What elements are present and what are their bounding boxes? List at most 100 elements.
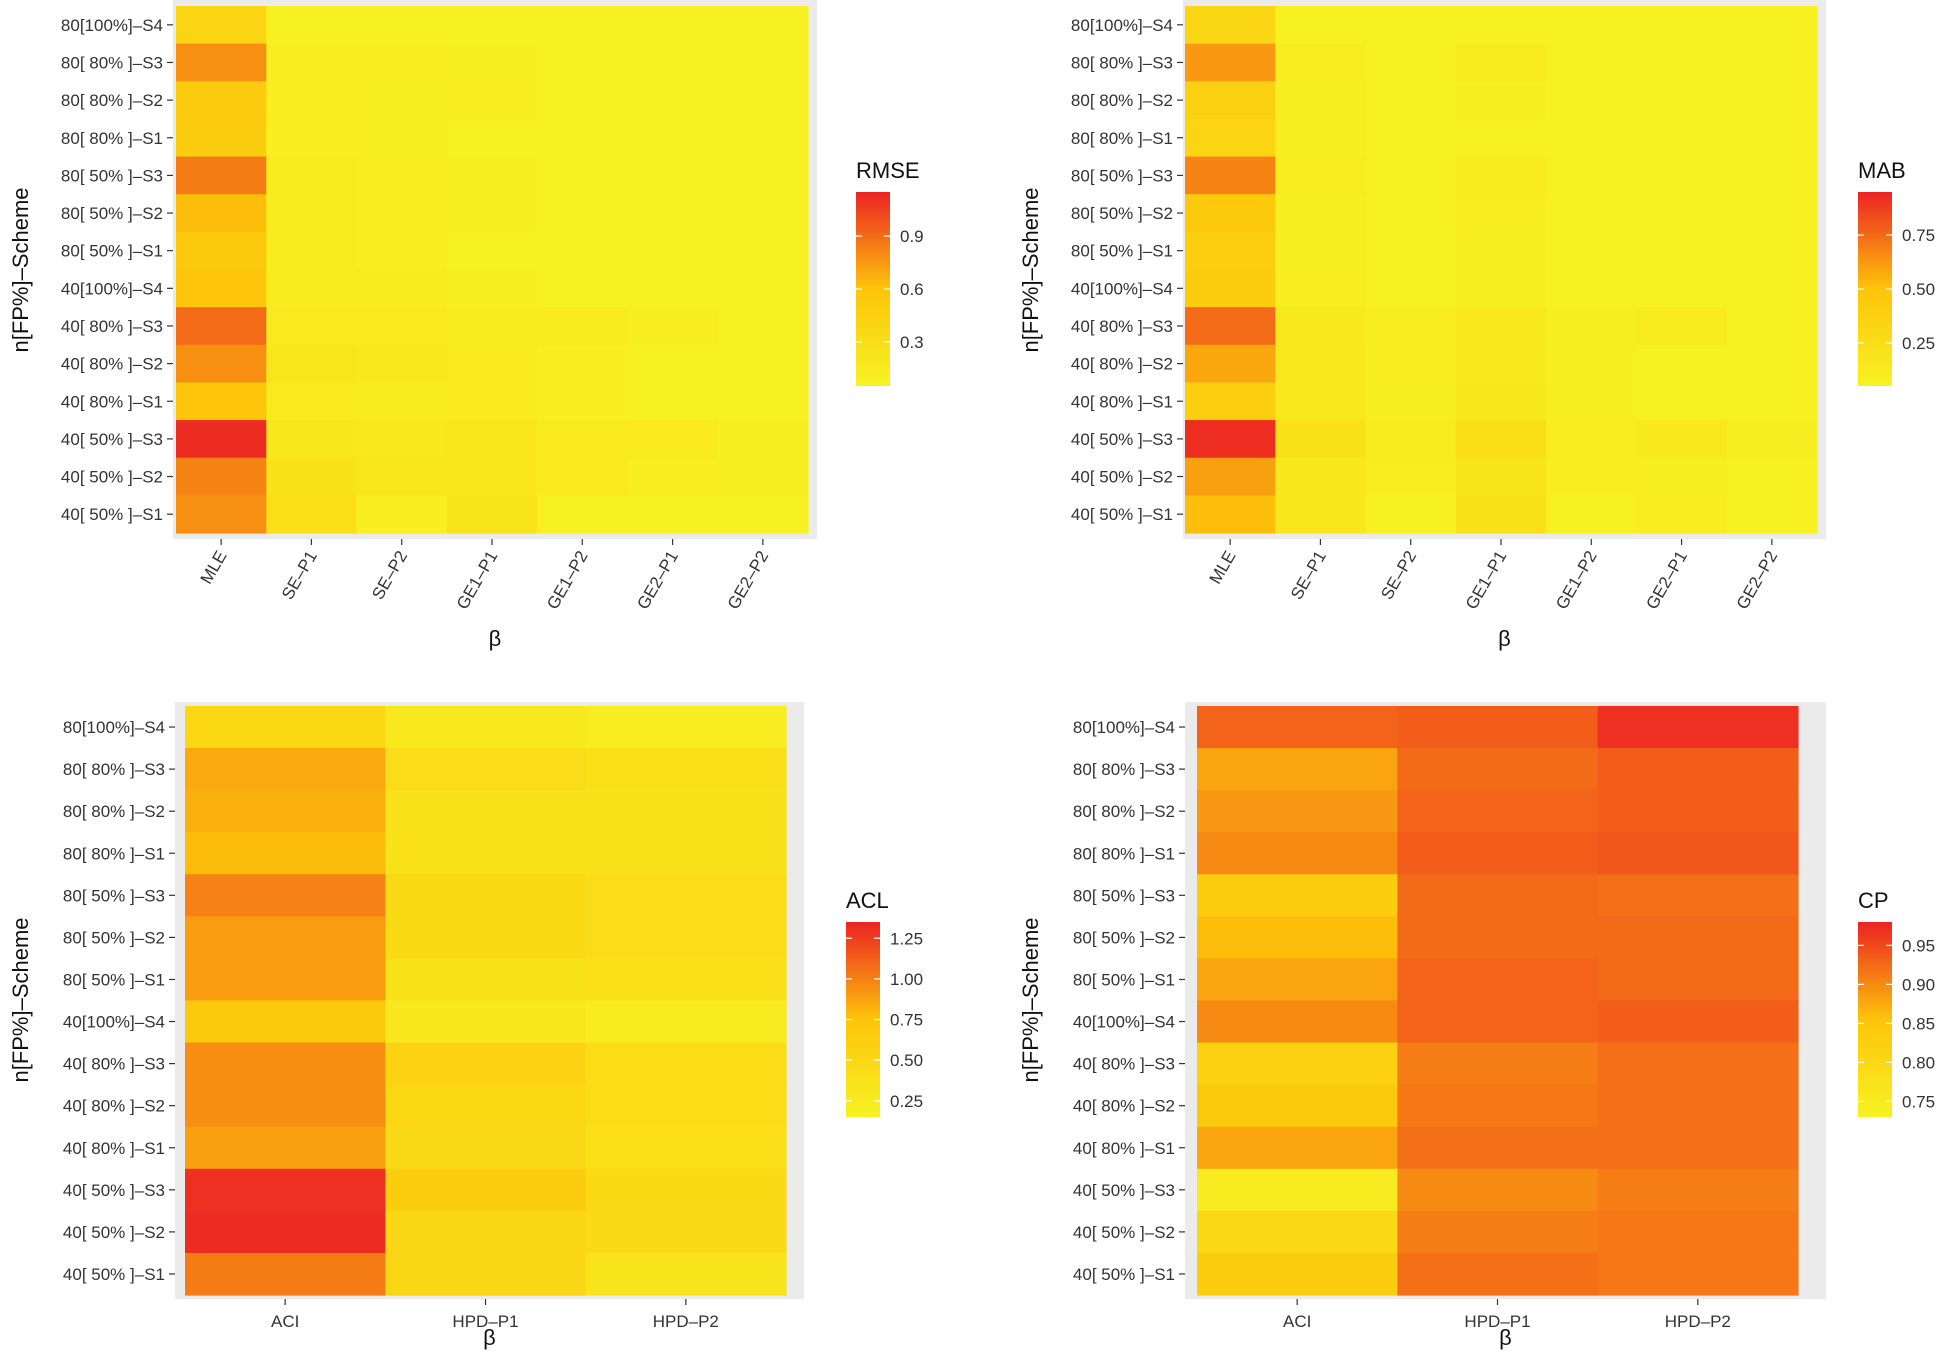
heatmap-cell: 80[ 50% ]–S2 / GE2–P1: 0.06: [1636, 194, 1728, 233]
color-legend: ACL 0.25 0.50 0.75 1.00 1.25: [846, 888, 923, 1117]
heatmap-cell: 80[100%]–S4 / GE2–P1: 0.06: [627, 6, 719, 45]
y-tick-label: 40[ 50% ]–S1: [61, 505, 163, 524]
y-tick-label: 80[ 80% ]–S2: [1071, 91, 1173, 110]
heatmap-cell: 80[ 80% ]–S1 / SE–P1: 0.1: [266, 118, 358, 158]
heatmap-cell: 80[100%]–S4 / GE1–P1: 0.07: [446, 6, 538, 45]
heatmap-cell: 80[ 80% ]–S1 / MLE: 0.5: [176, 118, 267, 158]
heatmap-cell: 80[ 50% ]–S3 / HPD–P1: 0.925: [1397, 874, 1599, 917]
heatmap-cell: 80[ 80% ]–S2 / HPD–P2: 0.935: [1597, 790, 1799, 833]
heatmap-cell: 40[ 80% ]–S1 / HPD–P1: 0.92: [1397, 1126, 1599, 1170]
heatmap-cell: 40[ 50% ]–S1 / SE–P2: 0.1: [356, 495, 448, 534]
y-tick-label: 40[100%]–S4: [63, 1013, 165, 1032]
heatmap-cell: 40[ 50% ]–S1 / GE2–P2: 0.06: [717, 495, 809, 534]
legend-tick-label: 0.3: [900, 333, 924, 352]
heatmap-cell: 80[ 50% ]–S1 / GE1–P1: 0.08: [1455, 231, 1547, 271]
legend-tick-label: 0.80: [1902, 1053, 1935, 1072]
y-tick-label: 40[ 80% ]–S3: [61, 317, 163, 336]
legend-tick-label: 0.85: [1902, 1014, 1935, 1033]
heatmap-cell: 80[ 50% ]–S1 / HPD–P2: 0.925: [1597, 958, 1799, 1002]
y-tick-label: 80[ 80% ]–S2: [1073, 802, 1175, 821]
heatmap-panel-rmse: 80[100%]–S4 / MLE: 0.480[100%]–S4 / SE–P…: [8, 0, 924, 651]
y-tick-label: 80[ 80% ]–S2: [61, 91, 163, 110]
x-tick-label: GE1–P2: [1552, 548, 1601, 613]
x-tick-label: SE–P1: [278, 548, 321, 603]
y-tick-label: 80[ 50% ]–S3: [63, 886, 165, 905]
heatmap-cell: 80[ 50% ]–S3 / MLE: 0.68: [1185, 156, 1276, 195]
heatmap-cell: 40[100%]–S4 / HPD–P1: 0.3: [385, 1000, 587, 1044]
y-tick-label: 40[ 80% ]–S2: [61, 355, 163, 374]
heatmap-cell: 80[ 80% ]–S2 / GE1–P1: 0.1: [446, 81, 538, 120]
heatmap-cell: 40[ 50% ]–S2 / GE1–P1: 0.2: [1455, 457, 1547, 496]
y-axis-title: n[FP%]–Scheme: [8, 187, 33, 352]
heatmap-cell: 40[ 50% ]–S3 / SE–P1: 0.22: [1275, 420, 1367, 459]
heatmap-cell: 80[ 50% ]–S1 / SE–P1: 0.12: [266, 231, 358, 271]
heatmap-cell: 40[ 80% ]–S1 / HPD–P1: 0.46: [385, 1126, 587, 1170]
heatmap-cell: 80[ 50% ]–S1 / GE1–P2: 0.06: [537, 231, 629, 271]
x-tick-label: GE1–P1: [453, 548, 502, 613]
y-tick-label: 40[ 50% ]–S2: [61, 468, 163, 487]
heatmap-cell: 40[ 50% ]–S3 / GE1–P2: 0.1: [1546, 420, 1638, 459]
heatmap-cell: 40[100%]–S4 / GE1–P2: 0.06: [537, 269, 629, 308]
x-tick-label: ACI: [271, 1312, 299, 1331]
heatmap-cell: 80[ 80% ]–S3 / GE1–P2: 0.06: [1546, 43, 1638, 82]
heatmap-cell: 80[100%]–S4 / SE–P2: 0.06: [1365, 6, 1457, 45]
y-tick-label: 40[ 80% ]–S3: [1073, 1055, 1175, 1074]
heatmap-cell: 40[ 80% ]–S2 / GE1–P1: 0.15: [446, 344, 538, 384]
color-legend: RMSE 0.3 0.6 0.9: [856, 158, 924, 386]
heatmap-cell: 40[100%]–S4 / SE–P1: 0.12: [266, 269, 358, 308]
y-tick-label: 80[ 80% ]–S2: [63, 802, 165, 821]
heatmap-cell: 80[ 80% ]–S3 / SE–P2: 0.1: [356, 43, 448, 82]
heatmap-cell: 80[ 80% ]–S2 / SE–P1: 0.1: [266, 81, 358, 120]
heatmap-cell: 40[ 50% ]–S2 / GE1–P2: 0.14: [537, 457, 629, 496]
heatmap-cell: 40[ 50% ]–S1 / GE2–P1: 0.06: [627, 495, 719, 534]
heatmap-cell: 80[ 50% ]–S2 / MLE: 0.45: [1185, 194, 1276, 233]
heatmap-cell: 80[ 80% ]–S2 / ACI: 0.89: [1197, 790, 1398, 833]
heatmap-cell: 80[ 50% ]–S3 / HPD–P1: 0.48: [385, 874, 587, 917]
heatmap-cell: 40[ 80% ]–S3 / MLE: 0.9: [176, 307, 267, 346]
y-tick-label: 80[ 80% ]–S3: [1073, 760, 1175, 779]
y-tick-label: 80[ 80% ]–S1: [1073, 844, 1175, 863]
heatmap-cell: 40[ 50% ]–S3 / GE2–P2: 0.08: [1726, 420, 1818, 459]
heatmap-cell: 40[ 50% ]–S1 / GE1–P2: 0.06: [1546, 495, 1638, 534]
y-tick-label: 40[ 50% ]–S2: [1071, 468, 1173, 487]
heatmap-cell: 40[ 50% ]–S3 / SE–P2: 0.12: [1365, 420, 1457, 459]
heatmap-cell: 40[100%]–S4 / GE1–P2: 0.06: [1546, 269, 1638, 308]
legend-tick-label: 0.75: [1902, 1092, 1935, 1111]
heatmap-cell: 40[ 80% ]–S1 / SE–P1: 0.15: [266, 382, 358, 421]
heatmap-cell: 40[ 50% ]–S1 / GE2–P2: 0.06: [1726, 495, 1818, 534]
y-tick-label: 80[ 80% ]–S1: [61, 129, 163, 148]
heatmap-cell: 80[ 50% ]–S1 / MLE: 0.55: [176, 231, 267, 271]
heatmap-cell: 40[ 50% ]–S1 / GE1–P1: 0.22: [446, 495, 538, 534]
heatmap-cell: 40[ 80% ]–S1 / GE1–P1: 0.15: [446, 382, 538, 421]
y-tick-label: 40[ 80% ]–S1: [1071, 392, 1173, 411]
heatmap-cell: 40[ 50% ]–S1 / GE1–P1: 0.22: [1455, 495, 1547, 534]
x-tick-label: GE2–P2: [1733, 548, 1782, 613]
heatmap-cell: 80[100%]–S4 / HPD–P2: 0.22: [585, 706, 787, 749]
heatmap-cell: 80[ 50% ]–S2 / SE–P2: 0.06: [1365, 194, 1457, 233]
heatmap-cell: 80[ 80% ]–S2 / HPD–P2: 0.36: [585, 790, 787, 833]
heatmap-cell: 80[ 80% ]–S3 / ACI: 0.85: [185, 748, 386, 791]
heatmap-cell: 40[100%]–S4 / GE2–P2: 0.06: [717, 269, 809, 308]
heatmap-cell: 40[ 80% ]–S3 / MLE: 0.75: [1185, 307, 1276, 346]
heatmap-panel-acl: 80[100%]–S4 / ACI: 0.580[100%]–S4 / HPD–…: [8, 702, 923, 1350]
x-tick-label: MLE: [197, 548, 231, 588]
x-tick-label: GE1–P2: [543, 548, 592, 613]
x-tick-label: MLE: [1206, 548, 1240, 588]
heatmap-cell: 40[ 50% ]–S1 / HPD–P2: 0.34: [585, 1252, 787, 1296]
heatmap-cell: 80[ 50% ]–S2 / SE–P1: 0.08: [1275, 194, 1367, 233]
y-axis-title: n[FP%]–Scheme: [1018, 917, 1043, 1082]
y-tick-label: 80[ 50% ]–S2: [63, 928, 165, 947]
heatmap-cell: 80[ 80% ]–S1 / GE2–P1: 0.06: [1636, 118, 1728, 158]
heatmap-cell: 40[ 80% ]–S3 / SE–P1: 0.14: [1275, 307, 1367, 346]
heatmap-cell: 40[ 80% ]–S2 / MLE: 0.58: [1185, 344, 1276, 384]
heatmap-cell: 40[ 80% ]–S1 / GE2–P2: 0.06: [1726, 382, 1818, 421]
heatmap-cell: 40[ 80% ]–S3 / SE–P2: 0.14: [356, 307, 448, 346]
heatmap-cell: 80[ 80% ]–S3 / GE2–P1: 0.06: [627, 43, 719, 82]
heatmap-cell: 40[ 50% ]–S3 / GE2–P1: 0.14: [1636, 420, 1728, 459]
heatmap-cell: 80[ 50% ]–S3 / GE1–P1: 0.09: [446, 156, 538, 195]
heatmap-cell: 80[ 50% ]–S1 / HPD–P1: 0.36: [385, 958, 587, 1002]
heatmap-cell: 40[100%]–S4 / GE2–P1: 0.06: [1636, 269, 1728, 308]
heatmap-cell: 80[100%]–S4 / GE2–P2: 0.06: [717, 6, 809, 45]
heatmap-cell: 40[ 80% ]–S3 / HPD–P1: 0.56: [385, 1042, 587, 1086]
